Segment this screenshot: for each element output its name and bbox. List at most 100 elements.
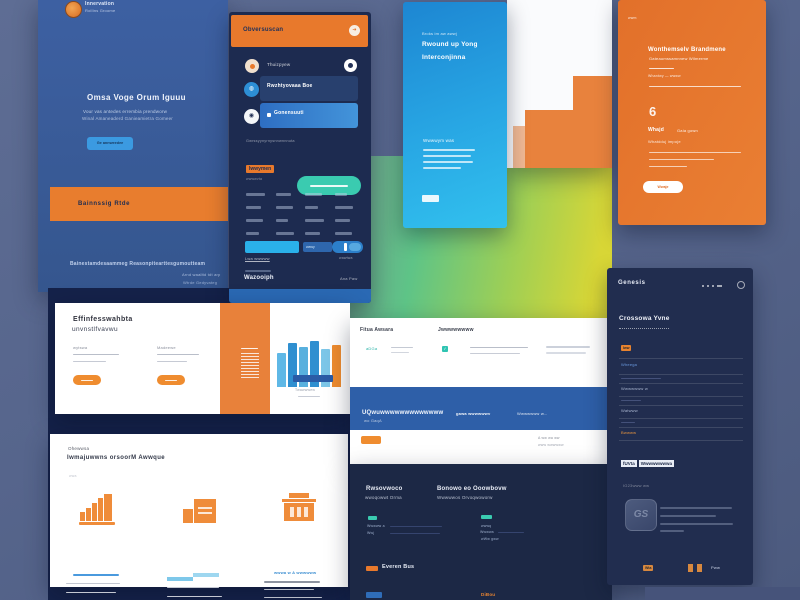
progress-bar-primary[interactable] (245, 241, 299, 253)
avatar-blue: ◍ (244, 82, 259, 97)
teal-link[interactable]: aDGa (366, 346, 378, 351)
table-cell-text (305, 232, 321, 235)
dotted-underline (619, 328, 669, 329)
orange-chip (366, 566, 378, 571)
banner-text: Bainnssig Rtde (78, 201, 131, 207)
blue-mini-button[interactable] (366, 592, 382, 598)
list-item-highlight[interactable]: Bwwww (621, 430, 637, 435)
app-logo: Genesis (618, 280, 646, 286)
teal-chip (368, 516, 377, 520)
progress-bar-secondary[interactable]: wawy (303, 242, 332, 252)
text-line-placeholder (157, 361, 187, 363)
orange-pill-button[interactable] (73, 375, 101, 385)
link-item[interactable]: Wwwww a (367, 524, 385, 528)
text-line-placeholder (660, 515, 716, 517)
band-col2: gawa wwwwwwv (456, 411, 491, 416)
card-tag: wwm (628, 16, 637, 20)
text-line-placeholder (660, 530, 684, 532)
footer-link[interactable]: Lwa wwwww (245, 256, 270, 261)
caption-text: Gwrssyynyrnysnnwnnnuta (246, 139, 295, 143)
white-cta-button[interactable]: Wwaje (643, 181, 683, 193)
bank-building-icon (280, 493, 318, 523)
text-line-placeholder (621, 422, 635, 423)
hero-subline2: Winal Amaneaderd Ganieamietra Gomeer (82, 116, 173, 121)
list-item-row[interactable] (260, 76, 358, 101)
list-item-link[interactable]: Wheega (621, 362, 638, 367)
footer-square-icon[interactable] (697, 564, 702, 572)
row-label: Whajd (648, 127, 664, 133)
footer-tag[interactable]: Wta (643, 565, 654, 571)
link-item[interactable]: Wwwwa (480, 530, 494, 534)
step-line-high (193, 573, 219, 577)
list-item[interactable]: Wheega (619, 359, 743, 375)
text-line-placeholder (423, 149, 475, 151)
teal-cta-button[interactable] (297, 176, 361, 195)
table-cell-text (305, 206, 318, 209)
link-item[interactable]: wwwq (481, 524, 492, 528)
highlight-chip: Wwwwwwwwa (638, 460, 675, 467)
card-subheading: Gateaumssamnnew Wilmerme (649, 56, 709, 61)
hero-cta-button[interactable]: Ge annweedee (87, 137, 133, 150)
mobile-header: Obversuscan ➜ (231, 15, 368, 47)
table-cell-text (275, 193, 291, 196)
feature-card-a: Effinfesswahbta unvnstlfvavwu wytswa Mad… (55, 303, 350, 414)
text-line-placeholder (649, 152, 741, 153)
text-line-placeholder (310, 185, 348, 187)
faint-note: wwa (69, 474, 77, 478)
link-line[interactable] (73, 574, 119, 576)
toggle-switch[interactable] (332, 241, 363, 253)
row-sub: Whatdduj impoje (648, 139, 681, 144)
text-line-placeholder (390, 533, 440, 534)
hero-footnote2: Wtrde Gedyvateg (183, 280, 218, 285)
list-item-label: Thuizpyew (267, 62, 291, 67)
table-cell-text (305, 193, 323, 196)
hero-landing-card: Innervation Rollins Groome Omsa Voge Oru… (38, 0, 228, 292)
band-title: UQwuwwwwwwwwwwwww (362, 410, 444, 416)
table-cell-text (334, 219, 350, 222)
orange-link[interactable]: DiBou (481, 592, 496, 597)
orange-pill-button[interactable] (157, 375, 185, 385)
text-line-placeholder (298, 396, 320, 397)
chart-bar (310, 341, 319, 387)
list-item-row-active[interactable] (260, 103, 358, 128)
toggle-knob (344, 243, 347, 251)
numeral-glyph-icon: 6 (649, 104, 657, 119)
list-item[interactable]: Bwwww (619, 428, 743, 441)
list-item[interactable]: Wwwwwww w (619, 384, 743, 397)
list-item[interactable] (619, 375, 743, 384)
column-link[interactable]: wwwa w A wwwwww (274, 570, 317, 575)
list-item[interactable]: Watwww (619, 406, 743, 419)
logo-subtitle: Rollins Groome (85, 8, 116, 13)
orange-button[interactable] (361, 436, 381, 444)
table-header1: Fitua Awsara (360, 327, 394, 333)
settings-list: Wheega Wwwwwww w Watwww Bwwww (619, 358, 743, 441)
text-line-placeholder (660, 507, 732, 509)
link-item[interactable]: Wwj (367, 531, 375, 535)
card-title-line2: Interconjinna (422, 54, 466, 61)
text-line-placeholder (649, 166, 687, 167)
brand-logo-icon (65, 1, 82, 18)
list-item[interactable] (619, 397, 743, 406)
status-icon[interactable] (344, 59, 357, 72)
footer-square-icon[interactable] (688, 564, 693, 572)
checkbox-checked[interactable]: ✓ (442, 346, 448, 352)
text-line-placeholder (546, 352, 586, 354)
blue-gradient-card: Broks im aw awwj Rwound up Yong Intercon… (403, 2, 507, 228)
text-line-placeholder (73, 354, 119, 356)
orange-landing-card: wwm Wonthemselv Brandmene Gateaumssamnne… (618, 0, 766, 225)
arrow-icon[interactable]: ➜ (349, 25, 360, 36)
app-tile-icon[interactable]: GS (625, 499, 657, 531)
table-cell-text (334, 232, 352, 235)
small-cta-button[interactable] (422, 195, 439, 202)
link-item[interactable]: wWw gww (481, 537, 499, 541)
list-item[interactable] (619, 419, 743, 428)
divider (245, 270, 271, 272)
steps-illustration-panel (507, 0, 612, 168)
footer-text: Pww (711, 565, 721, 570)
column-label: wytswa (73, 345, 88, 350)
text-line-placeholder (390, 526, 442, 527)
text-line-placeholder (470, 353, 520, 355)
nav-dots[interactable] (702, 285, 722, 287)
gear-icon[interactable] (737, 281, 745, 289)
